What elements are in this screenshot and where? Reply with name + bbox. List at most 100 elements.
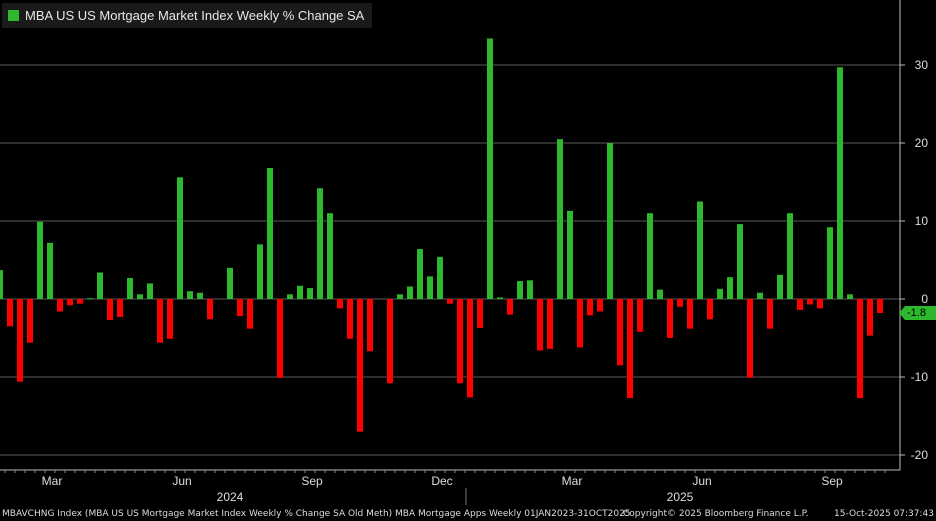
bar bbox=[117, 299, 123, 317]
bar bbox=[477, 299, 483, 328]
bar bbox=[97, 272, 103, 299]
bar bbox=[497, 297, 503, 299]
bar bbox=[397, 294, 403, 299]
footer-timestamp: 15-Oct-2025 07:37:43 bbox=[834, 509, 934, 519]
bar bbox=[197, 292, 203, 299]
y-tick-label: 0 bbox=[921, 292, 928, 306]
bar bbox=[637, 299, 643, 332]
gridlines bbox=[0, 64, 900, 456]
bar bbox=[507, 299, 513, 315]
y-tick-label: -20 bbox=[911, 448, 929, 462]
bar bbox=[737, 224, 743, 299]
bar bbox=[857, 299, 863, 399]
bar bbox=[77, 299, 83, 304]
bar bbox=[87, 298, 93, 300]
bar bbox=[167, 299, 173, 339]
bar bbox=[147, 283, 153, 299]
y-axis: -20 -10 0 10 20 30 bbox=[899, 0, 929, 470]
y-tick-label: 30 bbox=[915, 58, 929, 72]
bar bbox=[67, 299, 73, 306]
footer: MBAVCHNG Index (MBA US US Mortgage Marke… bbox=[0, 507, 936, 521]
bar bbox=[27, 299, 33, 343]
bar bbox=[177, 177, 183, 299]
bar bbox=[417, 249, 423, 299]
x-month-label: Mar bbox=[42, 474, 63, 488]
bar bbox=[807, 299, 813, 305]
bar bbox=[107, 299, 113, 321]
bar bbox=[657, 289, 663, 299]
bar bbox=[317, 188, 323, 299]
bar bbox=[307, 288, 313, 299]
bar bbox=[617, 299, 623, 366]
bar bbox=[257, 244, 263, 299]
bar bbox=[207, 299, 213, 320]
bar bbox=[17, 299, 23, 382]
bar bbox=[237, 299, 243, 317]
current-value-label: -1.8 bbox=[907, 307, 926, 320]
bar bbox=[547, 299, 553, 349]
legend-label: MBA US US Mortgage Market Index Weekly %… bbox=[25, 8, 365, 23]
current-value-tag: -1.8 bbox=[899, 306, 936, 321]
bar-series bbox=[0, 38, 883, 432]
bar bbox=[327, 213, 333, 299]
bar bbox=[707, 299, 713, 320]
bar bbox=[837, 67, 843, 299]
bar bbox=[717, 288, 723, 299]
bar bbox=[777, 274, 783, 299]
bar bbox=[517, 281, 523, 299]
bar bbox=[487, 38, 493, 299]
bar bbox=[287, 294, 293, 299]
bar bbox=[757, 292, 763, 299]
bar bbox=[247, 299, 253, 329]
bar bbox=[577, 299, 583, 348]
bar bbox=[337, 299, 343, 309]
bar bbox=[697, 201, 703, 299]
bar bbox=[457, 299, 463, 384]
bar bbox=[627, 299, 633, 399]
bar bbox=[667, 299, 673, 338]
bar bbox=[587, 299, 593, 316]
footer-copyright: Copyright© 2025 Bloomberg Finance L.P. bbox=[623, 509, 809, 519]
bar bbox=[347, 299, 353, 339]
bar bbox=[567, 210, 573, 299]
x-month-label: Jun bbox=[172, 474, 191, 488]
bar bbox=[7, 299, 13, 327]
bar bbox=[137, 294, 143, 299]
bar bbox=[677, 299, 683, 307]
bar bbox=[427, 276, 433, 299]
footer-source: MBAVCHNG Index (MBA US US Mortgage Marke… bbox=[2, 509, 631, 519]
bar bbox=[437, 256, 443, 299]
x-month-label: Dec bbox=[431, 474, 452, 488]
x-month-label: Sep bbox=[301, 474, 323, 488]
bar bbox=[227, 267, 233, 299]
y-tick-label: -10 bbox=[911, 370, 929, 384]
bar bbox=[0, 270, 3, 299]
legend: MBA US US Mortgage Market Index Weekly %… bbox=[2, 3, 373, 28]
bar bbox=[407, 286, 413, 299]
x-month-label: Mar bbox=[562, 474, 583, 488]
bar bbox=[367, 299, 373, 352]
x-year-label: 2025 bbox=[667, 490, 694, 504]
bar bbox=[787, 213, 793, 299]
bar bbox=[597, 299, 603, 312]
bar bbox=[747, 299, 753, 378]
bar bbox=[647, 213, 653, 299]
bar bbox=[767, 299, 773, 329]
bar bbox=[297, 285, 303, 299]
legend-swatch bbox=[8, 10, 19, 21]
bar bbox=[387, 299, 393, 384]
bar bbox=[847, 294, 853, 299]
y-tick-label: 10 bbox=[915, 214, 929, 228]
x-axis: Mar Jun Sep Dec Mar Jun Sep 2024 2025 bbox=[0, 469, 900, 505]
bar bbox=[827, 227, 833, 299]
bar bbox=[187, 291, 193, 299]
bar bbox=[867, 299, 873, 336]
bar bbox=[47, 242, 53, 299]
bar bbox=[157, 299, 163, 343]
bar bbox=[37, 221, 43, 299]
bar bbox=[607, 143, 613, 299]
bar bbox=[527, 280, 533, 299]
bar bbox=[537, 299, 543, 351]
bar bbox=[57, 299, 63, 312]
